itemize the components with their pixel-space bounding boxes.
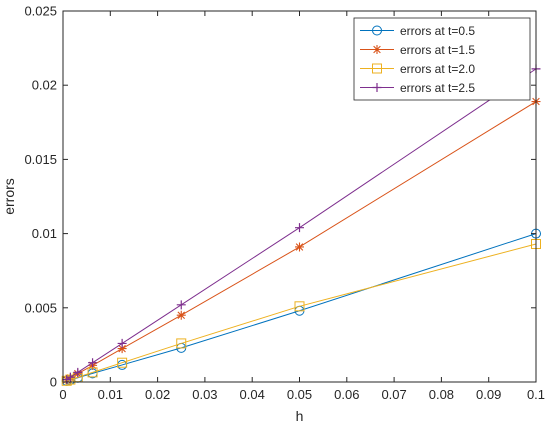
y-axis-label: errors xyxy=(1,178,17,215)
data-point xyxy=(88,358,98,368)
y-tick-label: 0.005 xyxy=(24,300,57,315)
data-point xyxy=(176,338,187,349)
legend: errors at t=0.5 errors at t=1.5 errors at … xyxy=(353,17,531,101)
y-tick-label: 0.01 xyxy=(32,226,57,241)
legend-entry: errors at t=1.5 xyxy=(360,43,475,57)
x-tick-label: 0.09 xyxy=(476,387,501,402)
y-tick-label: 0.015 xyxy=(24,152,57,167)
legend-label: errors at t=0.5 xyxy=(400,24,475,38)
x-tick-label: 0.01 xyxy=(98,387,123,402)
series-line xyxy=(66,68,537,380)
x-tick-label: 0.08 xyxy=(429,387,454,402)
legend-label: errors at t=2.0 xyxy=(400,62,475,76)
legend-box xyxy=(353,17,531,101)
y-tick-label: 0 xyxy=(50,375,57,390)
series-layer xyxy=(61,64,541,386)
data-point xyxy=(294,301,305,312)
x-tick-label: 0.07 xyxy=(381,387,406,402)
x-tick-label: 0.03 xyxy=(192,387,217,402)
y-tick-label: 0.025 xyxy=(24,4,57,19)
x-tick-label: 0 xyxy=(59,387,66,402)
axes-layer: 0 0.01 0.02 0.03 0.04 0.05 0.06 0.07 0.08 0.09 0.1… xyxy=(24,4,545,403)
data-point xyxy=(295,223,304,233)
legend-marker xyxy=(372,45,382,54)
data-point xyxy=(117,338,127,348)
legend-entry: errors at t=2.5 xyxy=(360,81,475,95)
data-point xyxy=(117,357,128,368)
x-axis-label: h xyxy=(296,408,304,424)
data-point xyxy=(176,310,186,320)
x-tick-label: 0.02 xyxy=(145,387,170,402)
x-tick-label: 0.04 xyxy=(240,387,265,402)
x-tick-label: 0.06 xyxy=(334,387,359,402)
legend-marker xyxy=(372,83,382,92)
series-4 xyxy=(62,64,541,385)
legend-entry: errors at t=0.5 xyxy=(360,24,475,38)
y-tick-label: 0.02 xyxy=(32,78,57,93)
legend-entry: errors at t=2.0 xyxy=(360,62,475,76)
data-point xyxy=(62,375,72,385)
legend-label: errors at t=2.5 xyxy=(400,81,475,95)
data-point xyxy=(176,300,186,310)
data-point xyxy=(73,367,83,377)
data-point xyxy=(87,367,98,378)
data-point xyxy=(117,344,127,354)
legend-marker xyxy=(372,25,382,36)
legend-marker xyxy=(372,63,382,74)
x-tick-label: 0.1 xyxy=(527,387,545,402)
data-point xyxy=(295,242,304,252)
legend-label: errors at t=1.5 xyxy=(400,43,475,57)
x-tick-label: 0.05 xyxy=(287,387,312,402)
